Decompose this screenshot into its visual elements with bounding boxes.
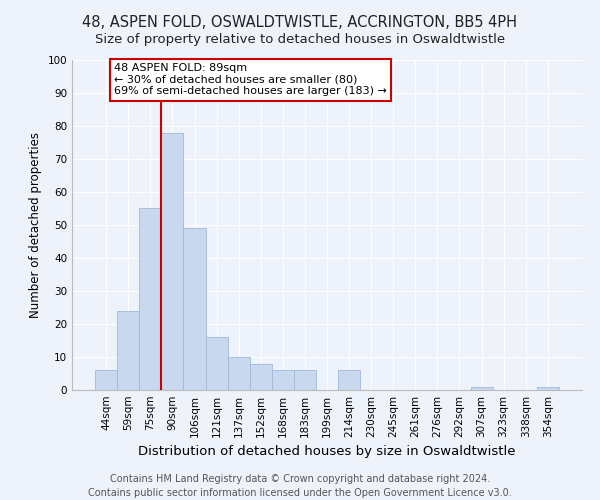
Bar <box>139 208 161 390</box>
Bar <box>227 357 250 390</box>
Text: Size of property relative to detached houses in Oswaldtwistle: Size of property relative to detached ho… <box>95 32 505 46</box>
Bar <box>338 370 360 390</box>
Bar <box>206 337 227 390</box>
X-axis label: Distribution of detached houses by size in Oswaldtwistle: Distribution of detached houses by size … <box>138 446 516 458</box>
Bar <box>470 386 493 390</box>
Bar <box>117 311 139 390</box>
Bar <box>184 228 206 390</box>
Bar <box>294 370 316 390</box>
Text: 48, ASPEN FOLD, OSWALDTWISTLE, ACCRINGTON, BB5 4PH: 48, ASPEN FOLD, OSWALDTWISTLE, ACCRINGTO… <box>83 15 517 30</box>
Text: Contains HM Land Registry data © Crown copyright and database right 2024.
Contai: Contains HM Land Registry data © Crown c… <box>88 474 512 498</box>
Bar <box>537 386 559 390</box>
Bar <box>161 132 184 390</box>
Y-axis label: Number of detached properties: Number of detached properties <box>29 132 42 318</box>
Bar <box>95 370 117 390</box>
Bar <box>250 364 272 390</box>
Bar <box>272 370 294 390</box>
Text: 48 ASPEN FOLD: 89sqm
← 30% of detached houses are smaller (80)
69% of semi-detac: 48 ASPEN FOLD: 89sqm ← 30% of detached h… <box>114 64 387 96</box>
